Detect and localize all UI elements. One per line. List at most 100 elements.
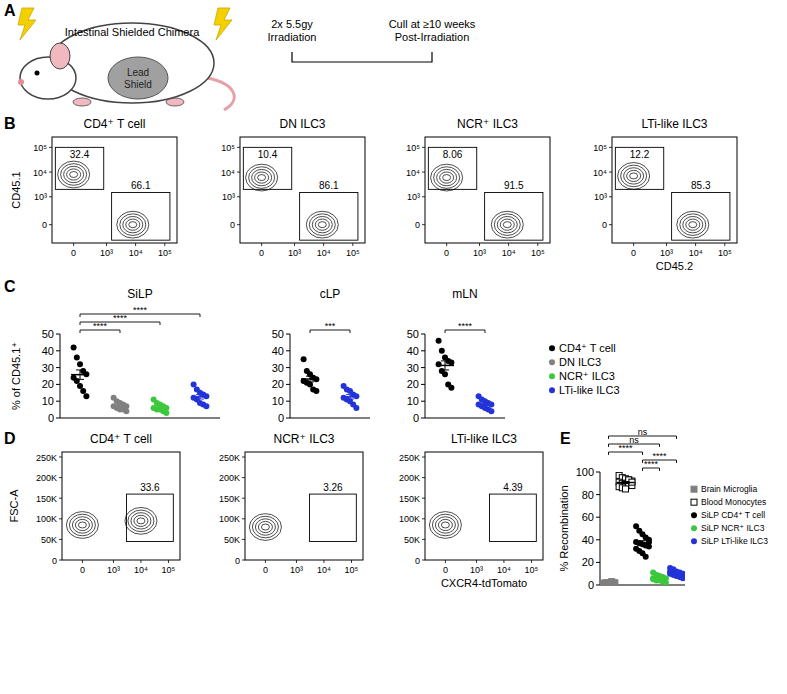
contour-ring bbox=[66, 512, 98, 539]
y-axis bbox=[290, 334, 291, 418]
contour-ring bbox=[134, 515, 148, 526]
point bbox=[436, 338, 442, 344]
y-tick-label: 10⁴ bbox=[593, 168, 607, 178]
panel-label: A bbox=[4, 2, 16, 19]
y-tick bbox=[609, 196, 612, 197]
y-tick bbox=[286, 384, 290, 385]
y-tick bbox=[242, 560, 245, 561]
y-tick-label: 10⁵ bbox=[593, 143, 607, 153]
y-tick-label: 0 bbox=[413, 412, 419, 424]
y-tick bbox=[56, 401, 60, 402]
significance-label: ns bbox=[638, 427, 648, 437]
y-tick-label: 0 bbox=[235, 556, 240, 566]
y-tick bbox=[286, 418, 290, 419]
y-tick bbox=[421, 384, 425, 385]
contour-ring bbox=[618, 163, 650, 190]
flow-plot: 12.285.3010³10⁴10⁵010³10⁴10⁵LTi-like ILC… bbox=[593, 117, 737, 272]
contour-ring bbox=[255, 172, 269, 183]
point bbox=[448, 385, 454, 391]
y-tick-label: 80 bbox=[582, 489, 594, 501]
timeline-step: Cull at ≥10 weeks bbox=[389, 18, 476, 30]
sem-bar bbox=[116, 404, 124, 407]
y-tick bbox=[422, 196, 425, 197]
x-tick-label: 10⁵ bbox=[158, 248, 172, 258]
y-tick-label: 20 bbox=[42, 378, 54, 390]
x-tick bbox=[508, 243, 509, 246]
point bbox=[623, 486, 629, 492]
sem-bar bbox=[673, 573, 681, 575]
frame bbox=[612, 137, 737, 243]
x-tick-label: 10⁵ bbox=[345, 565, 359, 575]
y-tick bbox=[422, 147, 425, 148]
y-tick-label: 40 bbox=[42, 345, 54, 357]
significance-label: *** bbox=[325, 321, 336, 331]
y-tick bbox=[286, 350, 290, 351]
title: DN ILC3 bbox=[279, 117, 325, 131]
sem-bar bbox=[76, 370, 84, 379]
title: CD4⁺ T cell bbox=[84, 117, 146, 131]
x-tick-label: 10⁴ bbox=[497, 565, 511, 575]
contour-ring bbox=[434, 167, 460, 189]
contour-ring bbox=[120, 214, 146, 236]
legend-marker bbox=[549, 359, 555, 365]
y-tick-label: 20 bbox=[272, 378, 284, 390]
y-tick bbox=[56, 418, 60, 419]
contour-ring bbox=[443, 175, 451, 181]
mean-line bbox=[476, 404, 494, 406]
lightning bbox=[214, 8, 232, 40]
x-tick-label: 0 bbox=[631, 248, 636, 258]
y-tick bbox=[422, 477, 425, 478]
y-axis-label: CD45.1 bbox=[10, 171, 22, 208]
y-tick bbox=[421, 334, 425, 335]
mean-line bbox=[617, 482, 635, 484]
y-tick bbox=[56, 367, 60, 368]
legend-marker bbox=[691, 486, 697, 492]
x-tick-label: 10⁵ bbox=[718, 248, 732, 258]
y-tick bbox=[59, 477, 62, 478]
panel-label: C bbox=[4, 278, 16, 295]
legend-marker bbox=[549, 373, 555, 379]
contour-ring bbox=[128, 510, 154, 532]
y-tick bbox=[421, 401, 425, 402]
y-tick bbox=[609, 172, 612, 173]
population bbox=[677, 211, 709, 238]
legend-entry: NCR⁺ ILC3 bbox=[559, 370, 615, 382]
y-tick bbox=[596, 472, 600, 473]
y-tick bbox=[422, 224, 425, 225]
figure: ABCDEIntestinal Shielded ChimeraLeadShie… bbox=[0, 0, 787, 694]
x-tick-label: 0 bbox=[259, 248, 264, 258]
series bbox=[650, 570, 669, 585]
gate bbox=[243, 147, 291, 189]
point bbox=[643, 554, 649, 560]
series bbox=[476, 393, 495, 414]
contour-ring bbox=[500, 219, 514, 230]
y-tick bbox=[242, 477, 245, 478]
legend-marker bbox=[691, 512, 697, 518]
contour-ring bbox=[69, 514, 95, 536]
y-tick-label: 10 bbox=[407, 395, 419, 407]
y-tick-label: 200K bbox=[219, 473, 240, 483]
x-tick bbox=[168, 560, 169, 563]
contour-ring bbox=[123, 216, 143, 232]
gate-label: 86.1 bbox=[319, 180, 339, 191]
contour-ring bbox=[78, 522, 86, 528]
contour-ring bbox=[689, 222, 697, 228]
y-tick bbox=[422, 498, 425, 499]
y-tick bbox=[49, 172, 52, 173]
gate-label: 33.6 bbox=[140, 482, 160, 493]
x-tick-label: 0 bbox=[71, 248, 76, 258]
x-tick-label: 10⁴ bbox=[129, 248, 143, 258]
y-tick bbox=[422, 560, 425, 561]
plot-marks bbox=[249, 494, 356, 541]
x-tick bbox=[666, 243, 667, 246]
legend-entry: Brain Microglia bbox=[701, 484, 757, 494]
contour-ring bbox=[686, 219, 700, 230]
x-tick bbox=[537, 243, 538, 246]
contour-ring bbox=[624, 168, 644, 184]
contour-ring bbox=[630, 173, 638, 179]
contour-ring bbox=[438, 519, 452, 530]
y-tick bbox=[286, 401, 290, 402]
mouse-body bbox=[50, 23, 214, 103]
plot-marks bbox=[436, 338, 495, 415]
legend-entry: LTi-like ILC3 bbox=[559, 384, 620, 396]
